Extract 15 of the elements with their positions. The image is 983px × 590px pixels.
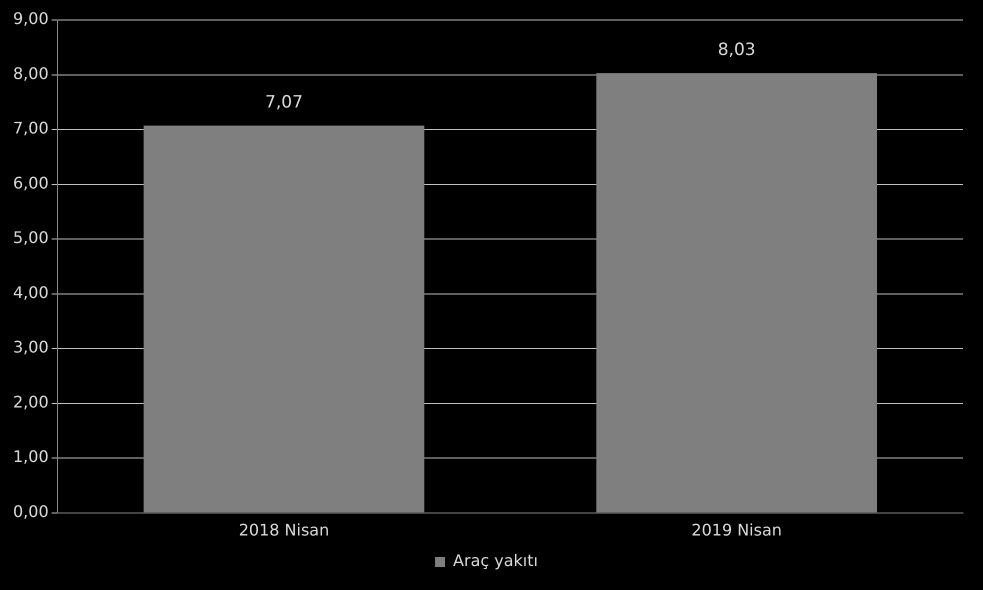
y-tick-label: 7,00 (13, 118, 49, 138)
y-tick-label: 0,00 (13, 502, 49, 521)
y-tick-label: 2,00 (13, 392, 49, 412)
y-tick-label: 1,00 (13, 447, 49, 466)
y-tick-label: 9,00 (13, 9, 49, 28)
y-tick-label: 3,00 (13, 338, 49, 357)
y-tick-label: 4,00 (13, 282, 49, 302)
x-tick-label: 2018 Nisan (238, 520, 330, 540)
y-tick-label: 5,00 (13, 228, 49, 248)
y-tick-label: 8,00 (13, 64, 49, 83)
x-tick-label: 2019 Nisan (691, 520, 782, 540)
legend-label: Araç yakıtı (453, 551, 538, 570)
data-label: 7,07 (265, 92, 303, 113)
y-tick-label: 6,00 (13, 173, 49, 192)
data-label: 8,03 (718, 40, 756, 60)
